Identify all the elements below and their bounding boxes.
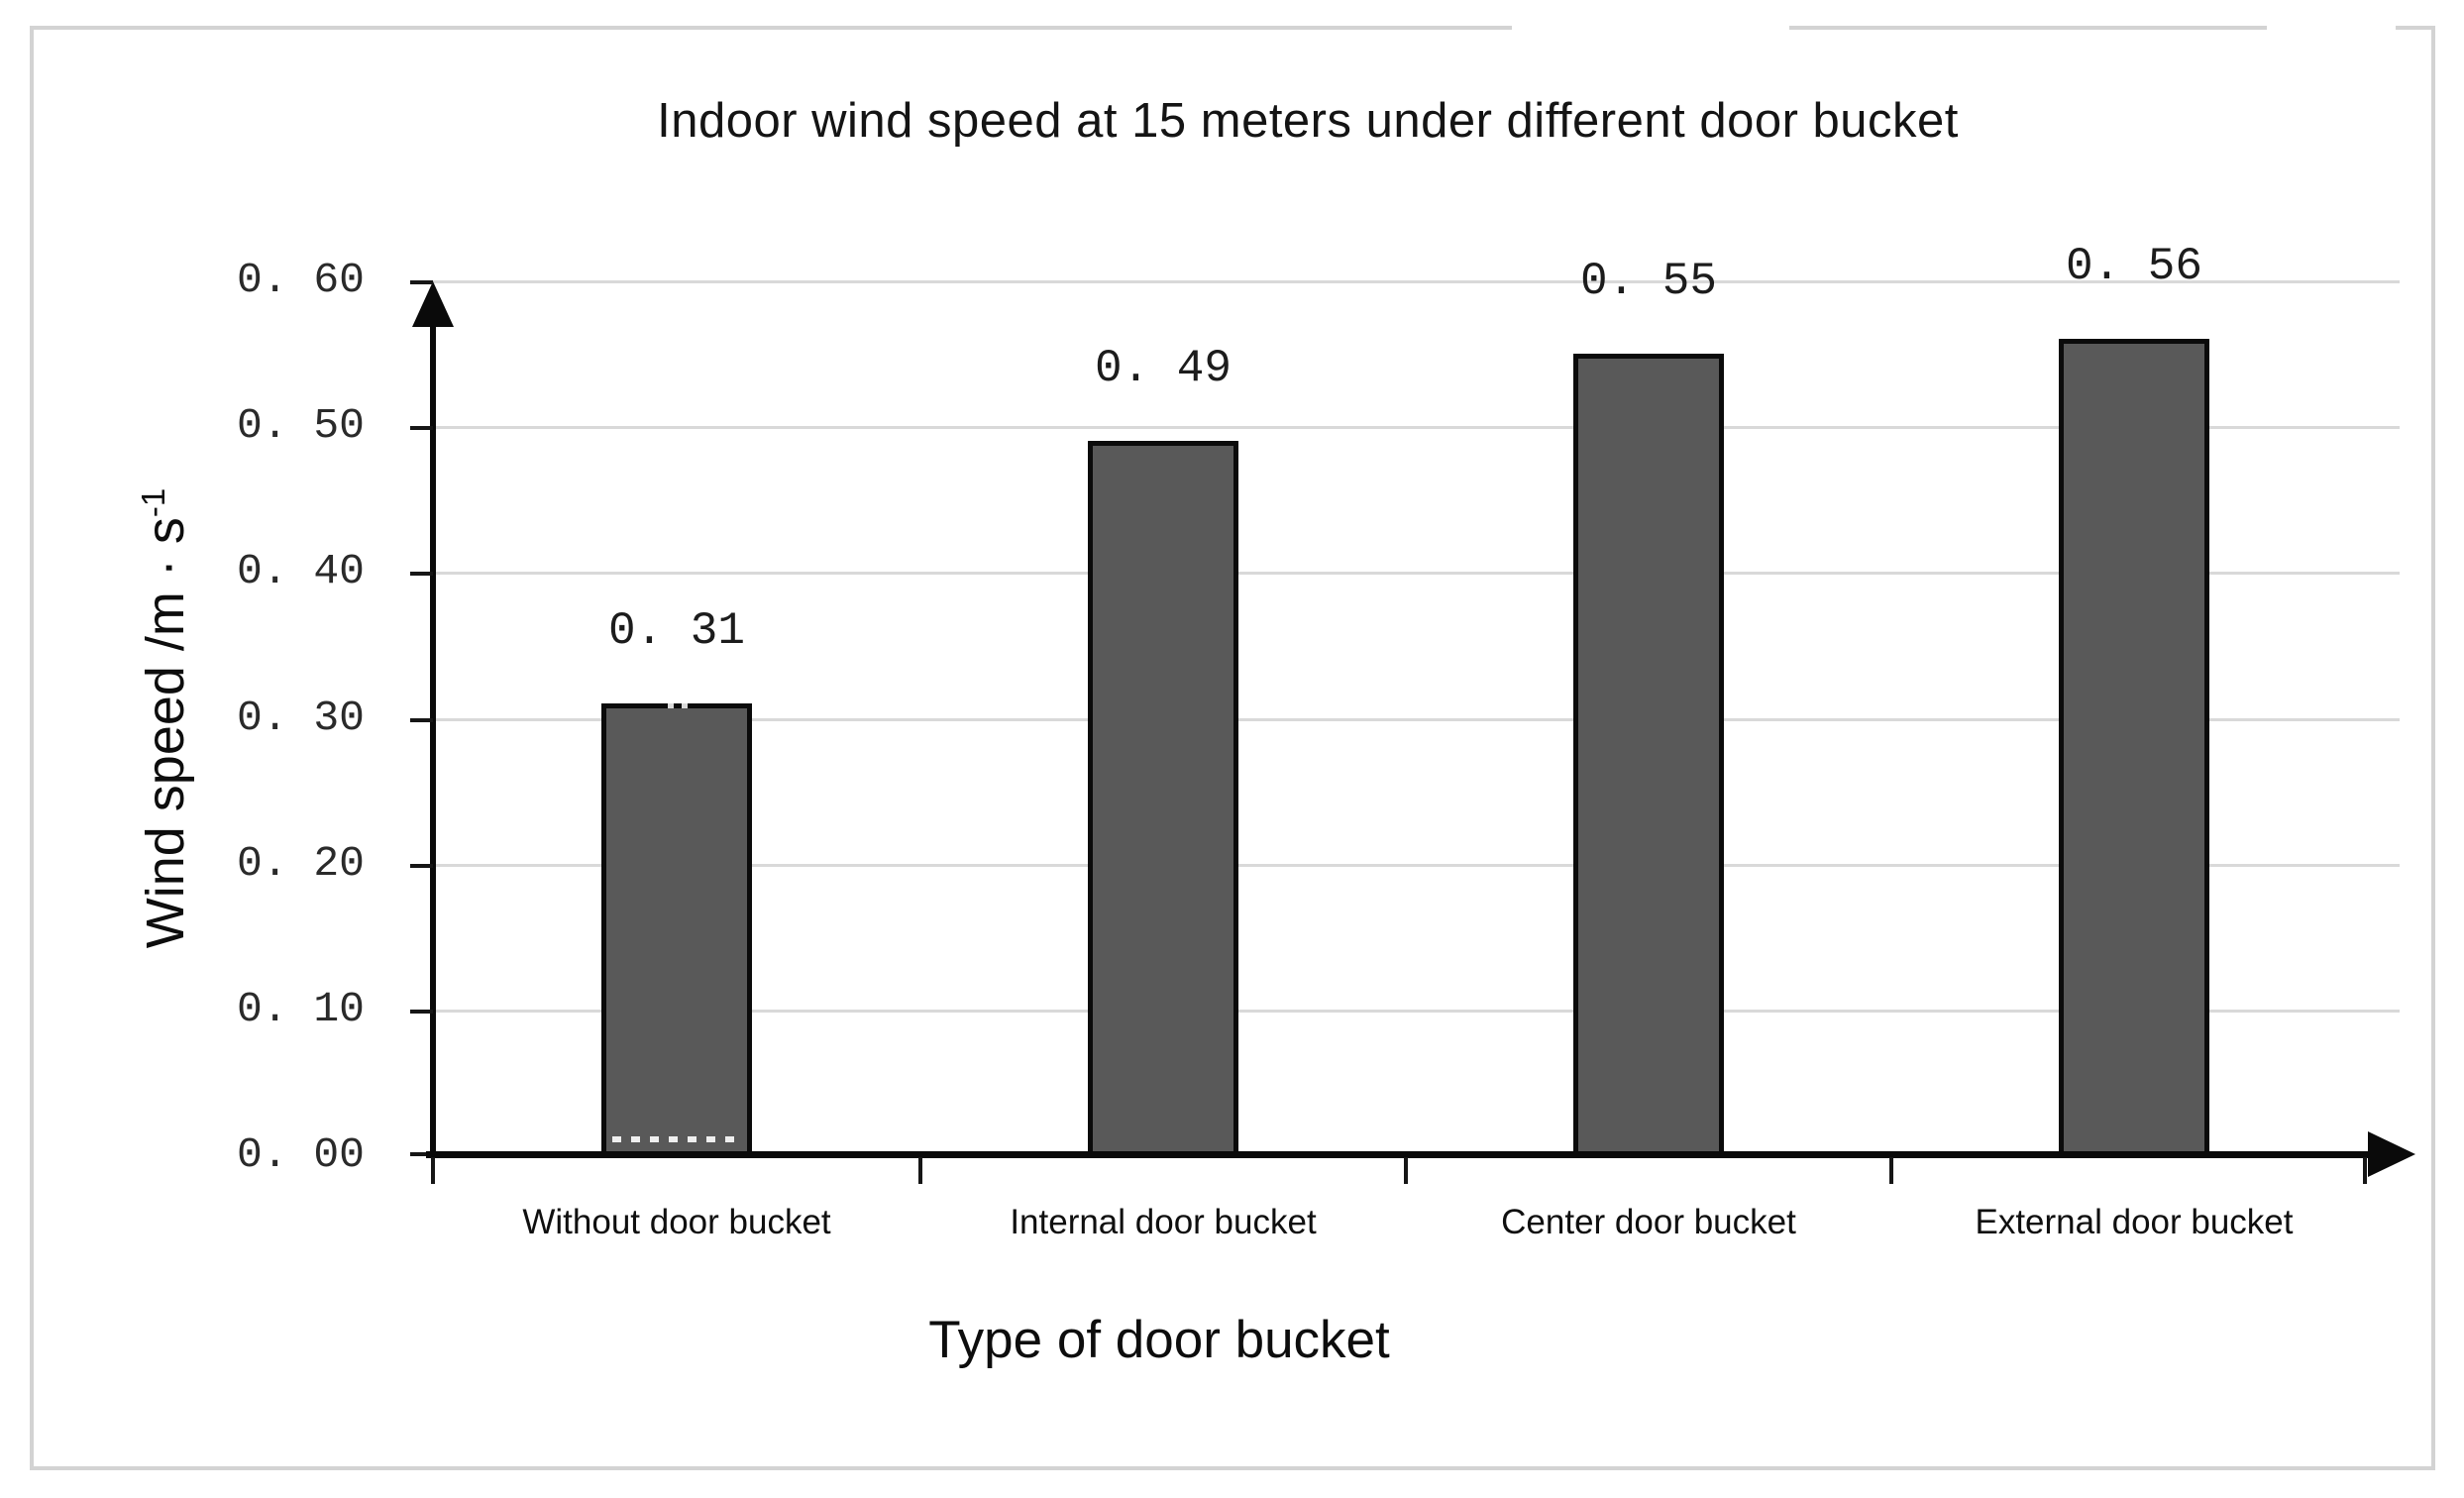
y-tick-label: 0. 10 [236, 985, 365, 1033]
x-tick-mark [431, 1157, 435, 1184]
y-tick-mark [410, 1010, 433, 1014]
y-tick-label: 0. 00 [236, 1130, 365, 1179]
gridline-0-20 [433, 864, 2400, 867]
x-category-label: External door bucket [1975, 1203, 2294, 1241]
y-axis-title-text: Wind speed /m · s [136, 517, 195, 949]
y-tick-label: 0. 40 [236, 547, 365, 595]
y-axis-title-superscript: -1 [135, 487, 171, 518]
bar-scan-artifact-dots [668, 703, 696, 708]
y-tick-mark [410, 1152, 433, 1156]
x-category-label: Internal door bucket [1010, 1203, 1317, 1241]
y-tick-mark [410, 864, 433, 868]
bar-scan-artifact-dashes [612, 1136, 743, 1142]
bar-value-label: 0. 56 [2065, 241, 2203, 292]
y-tick-mark [410, 718, 433, 722]
y-tick-mark [410, 280, 433, 284]
gridline-0-30 [433, 718, 2400, 721]
y-tick-label: 0. 50 [236, 401, 365, 450]
bar-without-door-bucket [601, 703, 752, 1157]
x-axis-arrow-icon [2368, 1131, 2415, 1177]
y-axis-title: Wind speed /m · s-1 [119, 223, 195, 1214]
x-category-label: Without door bucket [522, 1203, 831, 1241]
y-axis-arrow-icon [412, 281, 454, 327]
y-tick-label: 0. 20 [236, 839, 365, 888]
x-axis-line [426, 1151, 2373, 1158]
x-tick-mark [2363, 1157, 2367, 1184]
chart-title: Indoor wind speed at 15 meters under dif… [657, 94, 1959, 148]
frame-border-gap [1512, 16, 1789, 40]
bar-value-label: 0. 49 [1094, 343, 1232, 394]
bar-center-door-bucket [1573, 354, 1724, 1157]
x-axis-title: Type of door bucket [928, 1311, 1390, 1369]
y-axis-line [430, 299, 436, 1157]
bar-external-door-bucket [2059, 339, 2209, 1157]
gridline-0-10 [433, 1010, 2400, 1013]
y-tick-mark [410, 426, 433, 430]
y-tick-label: 0. 30 [236, 694, 365, 742]
y-tick-mark [410, 572, 433, 576]
gridline-0-40 [433, 572, 2400, 575]
bar-value-label: 0. 55 [1579, 256, 1718, 307]
x-tick-mark [1889, 1157, 1893, 1184]
x-tick-mark [918, 1157, 922, 1184]
x-tick-mark [1404, 1157, 1408, 1184]
bar-value-label: 0. 31 [607, 605, 746, 657]
gridline-0-50 [433, 426, 2400, 429]
x-category-label: Center door bucket [1501, 1203, 1796, 1241]
gridline-0-60 [433, 280, 2400, 283]
frame-border-gap [2267, 14, 2396, 42]
bar-internal-door-bucket [1088, 441, 1238, 1157]
y-tick-label: 0. 60 [236, 256, 365, 304]
